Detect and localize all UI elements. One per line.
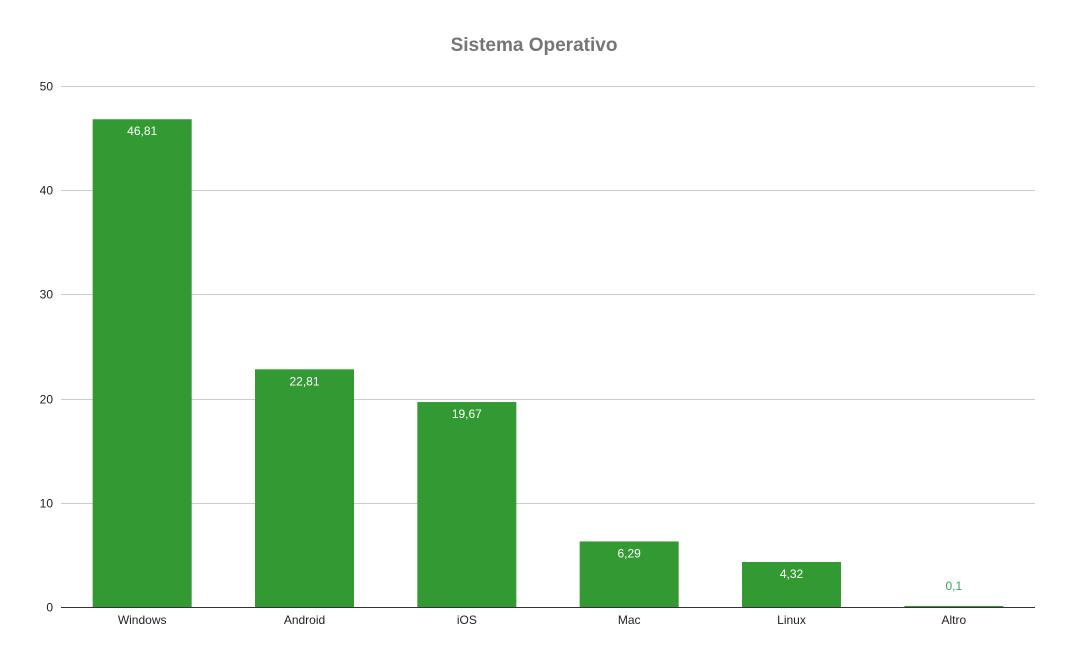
x-tick-label: Windows bbox=[118, 613, 167, 627]
data-label-mac: 6,29 bbox=[617, 546, 641, 560]
bar-android bbox=[255, 369, 354, 607]
data-labels: 46,81 22,81 19,67 6,29 4,32 0,1 bbox=[127, 124, 962, 593]
x-tick-label: iOS bbox=[457, 613, 477, 627]
y-tick-label: 0 bbox=[46, 601, 53, 615]
y-tick-label: 40 bbox=[40, 184, 54, 198]
bar-mac bbox=[579, 541, 679, 607]
y-tick-label: 20 bbox=[40, 393, 54, 407]
bar-altro bbox=[904, 605, 1004, 607]
chart-title: Sistema Operativo bbox=[451, 35, 618, 56]
y-tick-label: 10 bbox=[40, 497, 54, 511]
y-axis-ticks: 0 10 20 30 40 50 bbox=[40, 80, 54, 615]
x-axis-ticks: Windows Android iOS Mac Linux Altro bbox=[118, 613, 967, 627]
data-label-altro: 0,1 bbox=[945, 579, 962, 593]
bars bbox=[92, 119, 1004, 607]
x-tick-label: Mac bbox=[618, 613, 641, 627]
y-tick-label: 30 bbox=[40, 288, 54, 302]
gridlines bbox=[61, 86, 1035, 504]
x-tick-label: Altro bbox=[941, 613, 966, 627]
data-label-windows: 46,81 bbox=[127, 124, 157, 138]
bar-windows bbox=[92, 119, 192, 607]
x-tick-label: Android bbox=[284, 613, 325, 627]
bar-ios bbox=[417, 402, 517, 607]
data-label-android: 22,81 bbox=[289, 374, 319, 388]
bar-linux bbox=[742, 561, 841, 607]
data-label-ios: 19,67 bbox=[452, 407, 482, 421]
x-tick-label: Linux bbox=[777, 613, 806, 627]
data-label-linux: 4,32 bbox=[780, 567, 804, 581]
y-tick-label: 50 bbox=[40, 80, 54, 94]
